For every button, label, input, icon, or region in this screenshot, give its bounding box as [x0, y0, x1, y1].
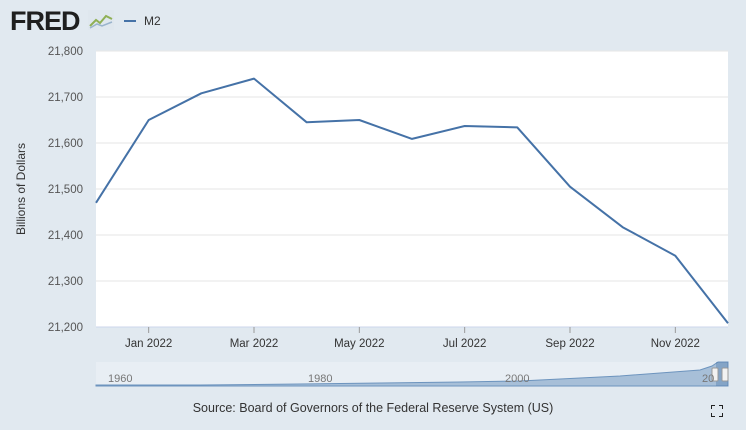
x-tick-label: Nov 2022 [651, 338, 700, 350]
y-tick-label: 21,300 [48, 276, 83, 288]
fred-graph-logo-icon [88, 10, 114, 30]
data-point[interactable] [146, 117, 152, 123]
grid [96, 50, 728, 328]
data-point[interactable] [409, 136, 415, 142]
navigator-label-1980: 1980 [308, 373, 332, 385]
x-tick-label: Sep 2022 [545, 338, 594, 350]
y-tick-label: 21,800 [48, 46, 83, 58]
chart: 21,200 21,300 21,400 21,500 21,600 21,700 21,8… [14, 46, 731, 387]
y-axis: 21,200 21,300 21,400 21,500 21,600 21,700 21,8… [48, 46, 83, 334]
y-axis-label: Billions of Dollars [14, 143, 28, 235]
y-tick-label: 21,400 [48, 230, 83, 242]
fred-logo[interactable]: FRED [10, 6, 80, 36]
data-point[interactable] [304, 119, 310, 125]
y-tick-label: 21,200 [48, 322, 83, 334]
series-line-m2 [95, 77, 729, 324]
navigator-label-1960: 1960 [108, 373, 132, 385]
data-point[interactable] [93, 200, 99, 206]
legend-line-swatch [124, 20, 136, 22]
y-tick-label: 21,600 [48, 138, 83, 150]
legend-label: M2 [144, 14, 161, 28]
source-note: Source: Board of Governors of the Federa… [192, 401, 554, 415]
x-tick-label: Mar 2022 [230, 338, 279, 350]
fullscreen-icon[interactable] [711, 405, 723, 417]
data-point[interactable] [725, 320, 731, 326]
y-tick-label: 21,500 [48, 184, 83, 196]
navigator-label-20: 20 [702, 373, 714, 385]
data-point[interactable] [567, 184, 573, 190]
header: FRED M2 [0, 0, 746, 40]
navigator-label-2000: 2000 [505, 373, 529, 385]
x-tick-label: Jan 2022 [125, 338, 172, 350]
data-point[interactable] [251, 76, 257, 82]
data-point[interactable] [356, 117, 362, 123]
navigator-handle-left[interactable] [711, 367, 719, 382]
navigator[interactable]: 1960 1980 2000 20 [95, 361, 729, 387]
data-point[interactable] [672, 253, 678, 259]
data-point[interactable] [462, 123, 468, 129]
data-point[interactable] [514, 124, 520, 130]
x-tick-label: May 2022 [334, 338, 385, 350]
x-tick-label: Jul 2022 [443, 338, 486, 350]
y-tick-label: 21,700 [48, 92, 83, 104]
x-axis: Jan 2022 Mar 2022 May 2022 Jul 2022 Sep 2022… [125, 327, 700, 350]
navigator-handle-right[interactable] [721, 367, 729, 382]
data-point[interactable] [198, 90, 204, 96]
data-point[interactable] [620, 224, 626, 230]
